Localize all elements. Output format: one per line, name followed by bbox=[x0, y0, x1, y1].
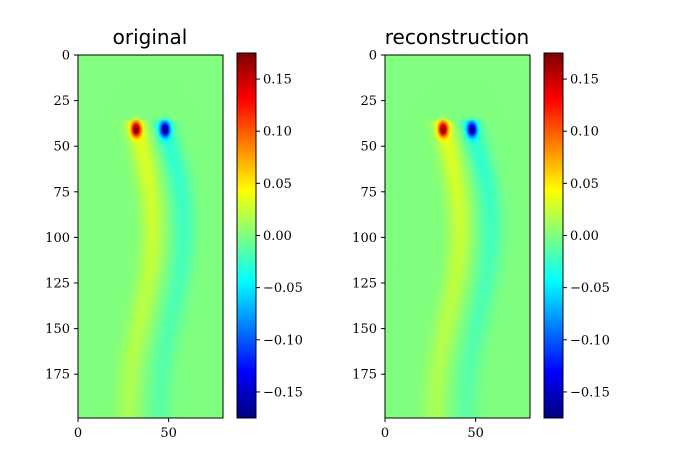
y-tick-label: 75 bbox=[53, 185, 70, 200]
heatmap-image bbox=[385, 55, 530, 418]
y-tick-label: 100 bbox=[45, 231, 70, 246]
plot-frame bbox=[384, 54, 531, 419]
y-tick-label: 150 bbox=[352, 322, 377, 337]
colorbar-gradient bbox=[544, 53, 563, 418]
x-tick-label: 50 bbox=[160, 426, 177, 441]
x-tick-label: 0 bbox=[74, 426, 82, 441]
x-tick-label: 0 bbox=[381, 426, 389, 441]
y-tick-label: 150 bbox=[45, 322, 70, 337]
colorbar-tick-label: −0.10 bbox=[570, 333, 610, 348]
y-tick-label: 25 bbox=[53, 94, 70, 109]
y-tick-label: 125 bbox=[352, 277, 377, 292]
y-tick-label: 175 bbox=[352, 368, 377, 383]
colorbar-tick-label: −0.05 bbox=[263, 281, 303, 296]
y-tick-label: 0 bbox=[62, 49, 70, 64]
colorbar-tick-label: 0.15 bbox=[570, 73, 599, 88]
colorbar-tick-label: 0.00 bbox=[570, 229, 599, 244]
panel-title: reconstruction bbox=[385, 25, 529, 49]
colorbar-tick-label: −0.05 bbox=[570, 281, 610, 296]
panel-0: original 0 25 50 75 100 125 150 175 0 50 0.15 0.10 0.… bbox=[45, 25, 303, 441]
y-tick-label: 175 bbox=[45, 368, 70, 383]
colorbar-tick-label: 0.15 bbox=[263, 73, 292, 88]
colorbar-tick-label: 0.00 bbox=[263, 229, 292, 244]
panel-1: reconstruction 0 25 50 75 100 125 150 175 0 50 0.15… bbox=[352, 25, 610, 441]
y-tick-label: 50 bbox=[360, 140, 377, 155]
y-tick-label: 100 bbox=[352, 231, 377, 246]
colorbar-tick-label: 0.05 bbox=[570, 177, 599, 192]
y-tick-label: 25 bbox=[360, 94, 377, 109]
colorbar-tick-label: −0.15 bbox=[263, 385, 303, 400]
y-tick-label: 50 bbox=[53, 140, 70, 155]
y-tick-label: 125 bbox=[45, 277, 70, 292]
panel-title: original bbox=[113, 25, 188, 49]
colorbar-tick-label: 0.10 bbox=[570, 125, 599, 140]
x-tick-label: 50 bbox=[467, 426, 484, 441]
colorbar-gradient bbox=[237, 53, 256, 418]
heatmap-image bbox=[78, 55, 223, 418]
plot-frame bbox=[77, 54, 224, 419]
colorbar-tick-label: 0.10 bbox=[263, 125, 292, 140]
colorbar-tick-label: 0.05 bbox=[263, 177, 292, 192]
colorbar-tick-label: −0.10 bbox=[263, 333, 303, 348]
y-tick-label: 0 bbox=[369, 49, 377, 64]
y-tick-label: 75 bbox=[360, 185, 377, 200]
colorbar-tick-label: −0.15 bbox=[570, 385, 610, 400]
